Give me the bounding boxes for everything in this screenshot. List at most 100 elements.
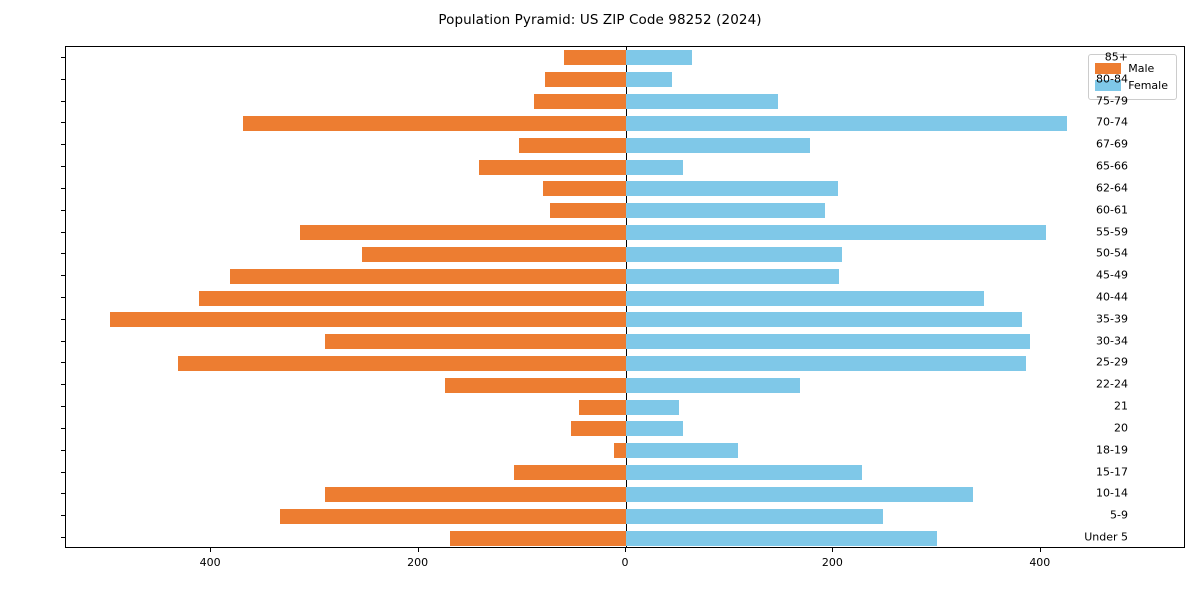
y-axis-tick-label: 70-74 — [1096, 115, 1128, 129]
bar-female — [626, 203, 826, 219]
y-axis-tick-mark — [61, 340, 65, 342]
plot-inner — [66, 47, 1184, 547]
x-axis-tick-label: 200 — [407, 556, 429, 569]
legend-swatch-female — [1095, 80, 1122, 91]
legend-label-male: Male — [1128, 62, 1155, 75]
bar-male — [109, 312, 626, 328]
y-axis-tick-mark — [61, 471, 65, 473]
bar-female — [626, 268, 839, 284]
bar-female — [626, 94, 779, 110]
bar-male — [325, 334, 626, 350]
bar-male — [361, 246, 626, 262]
x-axis-tick-mark — [417, 548, 419, 552]
y-axis-tick-label: 80-84 — [1096, 72, 1128, 86]
bar-male — [579, 399, 626, 415]
y-axis-tick-mark — [61, 100, 65, 102]
y-axis-tick-label: 15-17 — [1096, 465, 1128, 479]
bar-male — [449, 530, 626, 546]
y-axis-tick-mark — [61, 493, 65, 495]
y-axis-tick-label: 10-14 — [1096, 486, 1128, 500]
y-axis-tick-label: 40-44 — [1096, 290, 1128, 304]
y-axis-tick-label: 67-69 — [1096, 137, 1128, 151]
bar-male — [563, 50, 626, 66]
bar-female — [626, 508, 884, 524]
bar-female — [626, 312, 1023, 328]
y-axis-tick-label: 75-79 — [1096, 94, 1128, 108]
y-axis-tick-mark — [61, 253, 65, 255]
bar-male — [613, 443, 626, 459]
bar-female — [626, 115, 1067, 131]
legend-label-female: Female — [1128, 79, 1168, 92]
bar-female — [626, 377, 801, 393]
bar-female — [626, 334, 1031, 350]
bar-male — [478, 159, 626, 175]
x-axis-tick-label: 400 — [199, 556, 221, 569]
bar-male — [545, 72, 626, 88]
bar-female — [626, 225, 1046, 241]
bar-female — [626, 530, 938, 546]
y-axis-tick-label: 55-59 — [1096, 225, 1128, 239]
bar-male — [444, 377, 626, 393]
y-axis-tick-mark — [61, 122, 65, 124]
y-axis-tick-label: 21 — [1114, 399, 1128, 413]
bar-female — [626, 355, 1027, 371]
y-axis-tick-mark — [61, 362, 65, 364]
bar-female — [626, 486, 974, 502]
y-axis-tick-label: 35-39 — [1096, 312, 1128, 326]
bar-male — [279, 508, 626, 524]
bar-female — [626, 290, 984, 306]
y-axis-tick-mark — [61, 537, 65, 539]
y-axis-tick-mark — [61, 515, 65, 517]
bar-female — [626, 421, 684, 437]
y-axis-tick-mark — [61, 449, 65, 451]
bar-male — [571, 421, 626, 437]
bar-male — [533, 94, 626, 110]
legend-item-male: Male — [1095, 60, 1168, 77]
y-axis-tick-mark — [61, 166, 65, 168]
x-axis-tick-mark — [625, 548, 626, 552]
y-axis-tick-mark — [61, 406, 65, 408]
bar-male — [514, 465, 626, 481]
y-axis-tick-label: 5-9 — [1110, 508, 1128, 522]
y-axis-tick-label: 62-64 — [1096, 181, 1128, 195]
y-axis-tick-mark — [61, 56, 65, 58]
y-axis-tick-mark — [61, 384, 65, 386]
bar-female — [626, 50, 693, 66]
bar-male — [550, 203, 626, 219]
bar-male — [543, 181, 626, 197]
y-axis-tick-mark — [61, 209, 65, 211]
y-axis-tick-label: 20 — [1114, 421, 1128, 435]
y-axis-tick-label: 25-29 — [1096, 355, 1128, 369]
y-axis-tick-label: 85+ — [1104, 50, 1128, 64]
y-axis-tick-label: Under 5 — [1084, 530, 1128, 544]
bar-female — [626, 399, 679, 415]
y-axis-tick-mark — [61, 318, 65, 320]
legend-swatch-male — [1095, 63, 1122, 74]
y-axis-tick-label: 18-19 — [1096, 443, 1128, 457]
bar-male — [325, 486, 626, 502]
bar-female — [626, 72, 672, 88]
x-axis-tick-label: 200 — [821, 556, 843, 569]
y-axis-tick-mark — [61, 78, 65, 80]
y-axis-tick-mark — [61, 144, 65, 146]
y-axis-tick-label: 30-34 — [1096, 334, 1128, 348]
bar-male — [229, 268, 626, 284]
x-axis-tick-mark — [210, 548, 212, 552]
bar-male — [300, 225, 626, 241]
legend-item-female: Female — [1095, 77, 1168, 94]
y-axis-tick-mark — [61, 187, 65, 189]
bar-male — [243, 115, 626, 131]
y-axis-tick-mark — [61, 427, 65, 429]
bar-female — [626, 137, 810, 153]
y-axis-tick-label: 22-24 — [1096, 377, 1128, 391]
plot-area: Male Female — [65, 46, 1185, 548]
bar-male — [519, 137, 626, 153]
x-axis-tick-mark — [1039, 548, 1041, 552]
bar-male — [178, 355, 626, 371]
x-axis-tick-mark — [832, 548, 834, 552]
y-axis-tick-mark — [61, 231, 65, 233]
y-axis-tick-label: 60-61 — [1096, 203, 1128, 217]
bar-female — [626, 246, 842, 262]
y-axis-tick-mark — [61, 275, 65, 277]
y-axis-tick-label: 65-66 — [1096, 159, 1128, 173]
